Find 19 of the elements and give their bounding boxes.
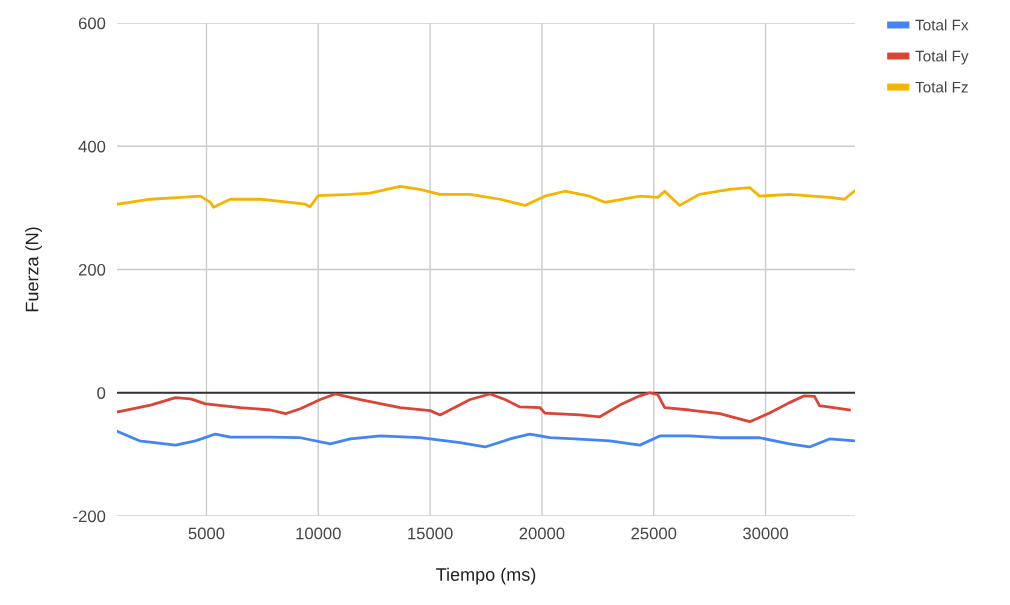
x-axis-title: Tiempo (ms) bbox=[436, 567, 536, 585]
x-tick-label: 5000 bbox=[188, 527, 225, 540]
line-series bbox=[117, 391, 851, 424]
x-tick-label: 25000 bbox=[631, 527, 677, 540]
line-series bbox=[117, 184, 855, 209]
y-tick-label: 200 bbox=[78, 263, 106, 276]
y-axis-title: Fuerza (N) bbox=[25, 227, 42, 312]
legend-label: Total Fx bbox=[915, 19, 969, 31]
legend-label: Total Fy bbox=[915, 50, 969, 65]
y-tick-label: 400 bbox=[78, 140, 106, 153]
x-tick-label: 20000 bbox=[519, 527, 565, 540]
y-tick-label: -200 bbox=[73, 510, 106, 523]
x-tick-label: 10000 bbox=[296, 527, 341, 540]
y-tick-label: 600 bbox=[78, 17, 106, 30]
y-tick-label: 0 bbox=[97, 387, 106, 399]
line-series bbox=[117, 430, 855, 449]
x-tick-label: 15000 bbox=[408, 527, 453, 540]
x-tick-label: 30000 bbox=[743, 527, 789, 540]
legend-label: Total Fz bbox=[915, 81, 968, 93]
